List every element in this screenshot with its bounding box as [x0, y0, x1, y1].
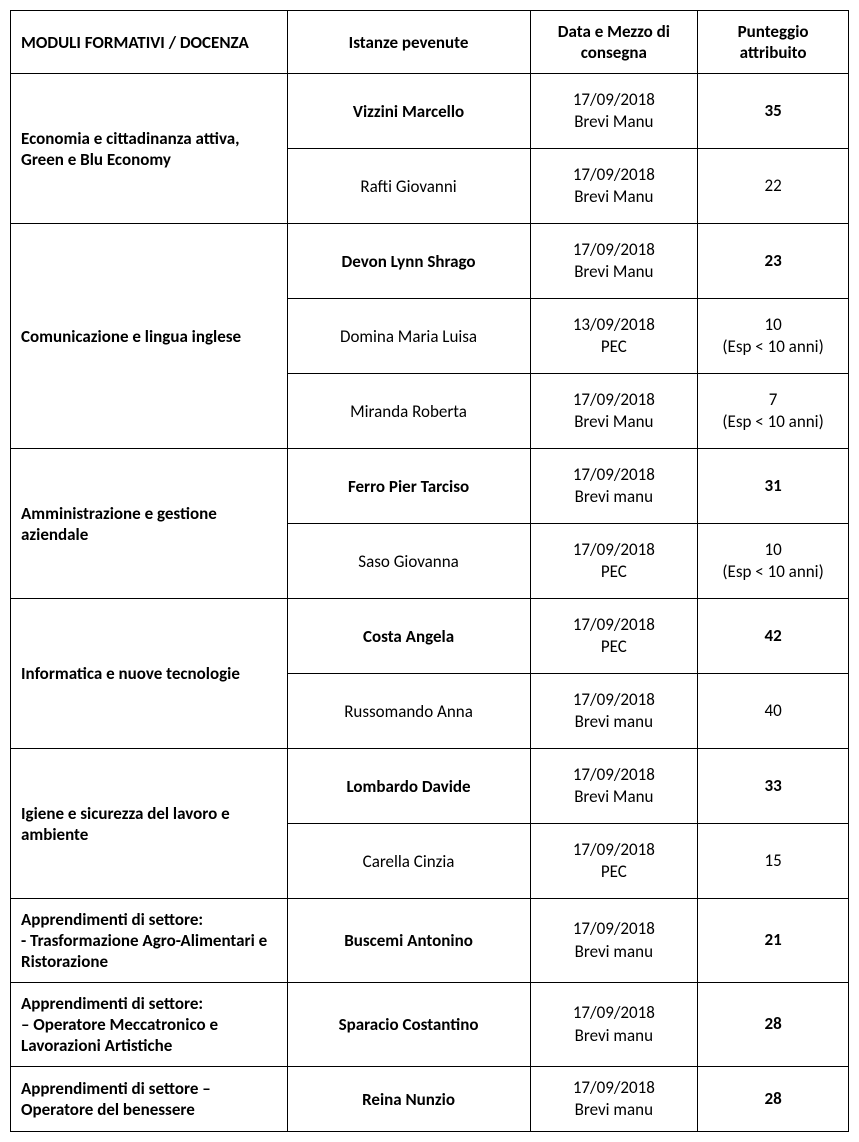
- applicant-name: Lombardo Davide: [287, 749, 530, 824]
- module-cell: Amministrazione e gestione aziendale: [11, 449, 288, 599]
- table-row: Economia e cittadinanza attiva, Green e …: [11, 74, 849, 149]
- score-cell: 42: [698, 599, 849, 674]
- score-cell: 22: [698, 149, 849, 224]
- table-row: Apprendimenti di settore:– Operatore Mec…: [11, 983, 849, 1067]
- score-cell: 10(Esp < 10 anni): [698, 524, 849, 599]
- table-row: Amministrazione e gestione aziendaleFerr…: [11, 449, 849, 524]
- score-cell: 40: [698, 674, 849, 749]
- module-cell: Informatica e nuove tecnologie: [11, 599, 288, 749]
- header-score: Punteggio attribuito: [698, 11, 849, 74]
- applicant-name: Vizzini Marcello: [287, 74, 530, 149]
- delivery-date: 17/09/2018Brevi manu: [530, 983, 698, 1067]
- table-row: Igiene e sicurezza del lavoro e ambiente…: [11, 749, 849, 824]
- delivery-date: 13/09/2018PEC: [530, 299, 698, 374]
- score-cell: 15: [698, 824, 849, 899]
- delivery-date: 17/09/2018Brevi manu: [530, 1067, 698, 1132]
- applicant-name: Russomando Anna: [287, 674, 530, 749]
- applicant-name: Devon Lynn Shrago: [287, 224, 530, 299]
- module-cell: Apprendimenti di settore – Operatore del…: [11, 1067, 288, 1132]
- delivery-date: 17/09/2018Brevi manu: [530, 449, 698, 524]
- delivery-date: 17/09/2018Brevi manu: [530, 899, 698, 983]
- applicant-name: Rafti Giovanni: [287, 149, 530, 224]
- module-cell: Apprendimenti di settore:– Operatore Mec…: [11, 983, 288, 1067]
- delivery-date: 17/09/2018Brevi Manu: [530, 749, 698, 824]
- module-cell: Economia e cittadinanza attiva, Green e …: [11, 74, 288, 224]
- applicant-name: Ferro Pier Tarciso: [287, 449, 530, 524]
- delivery-date: 17/09/2018Brevi Manu: [530, 149, 698, 224]
- table-row: Apprendimenti di settore – Operatore del…: [11, 1067, 849, 1132]
- score-cell: 33: [698, 749, 849, 824]
- delivery-date: 17/09/2018PEC: [530, 599, 698, 674]
- applicant-name: Saso Giovanna: [287, 524, 530, 599]
- module-cell: Apprendimenti di settore:- Trasformazion…: [11, 899, 288, 983]
- applicant-name: Miranda Roberta: [287, 374, 530, 449]
- score-cell: 10(Esp < 10 anni): [698, 299, 849, 374]
- header-name: Istanze pevenute: [287, 11, 530, 74]
- delivery-date: 17/09/2018PEC: [530, 824, 698, 899]
- score-cell: 21: [698, 899, 849, 983]
- score-cell: 28: [698, 983, 849, 1067]
- score-cell: 35: [698, 74, 849, 149]
- table-header-row: MODULI FORMATIVI / DOCENZA Istanze peven…: [11, 11, 849, 74]
- applicant-name: Buscemi Antonino: [287, 899, 530, 983]
- delivery-date: 17/09/2018PEC: [530, 524, 698, 599]
- score-cell: 31: [698, 449, 849, 524]
- delivery-date: 17/09/2018Brevi manu: [530, 674, 698, 749]
- applicant-name: Sparacio Costantino: [287, 983, 530, 1067]
- score-cell: 7(Esp < 10 anni): [698, 374, 849, 449]
- score-cell: 28: [698, 1067, 849, 1132]
- table-row: Comunicazione e lingua ingleseDevon Lynn…: [11, 224, 849, 299]
- table-row: Apprendimenti di settore:- Trasformazion…: [11, 899, 849, 983]
- applicant-name: Carella Cinzia: [287, 824, 530, 899]
- applicant-name: Reina Nunzio: [287, 1067, 530, 1132]
- modules-table: MODULI FORMATIVI / DOCENZA Istanze peven…: [10, 10, 849, 1132]
- delivery-date: 17/09/2018Brevi Manu: [530, 224, 698, 299]
- module-cell: Comunicazione e lingua inglese: [11, 224, 288, 449]
- header-module: MODULI FORMATIVI / DOCENZA: [11, 11, 288, 74]
- delivery-date: 17/09/2018Brevi Manu: [530, 74, 698, 149]
- table-row: Informatica e nuove tecnologieCosta Ange…: [11, 599, 849, 674]
- delivery-date: 17/09/2018Brevi Manu: [530, 374, 698, 449]
- score-cell: 23: [698, 224, 849, 299]
- applicant-name: Costa Angela: [287, 599, 530, 674]
- header-date: Data e Mezzo di consegna: [530, 11, 698, 74]
- applicant-name: Domina Maria Luisa: [287, 299, 530, 374]
- module-cell: Igiene e sicurezza del lavoro e ambiente: [11, 749, 288, 899]
